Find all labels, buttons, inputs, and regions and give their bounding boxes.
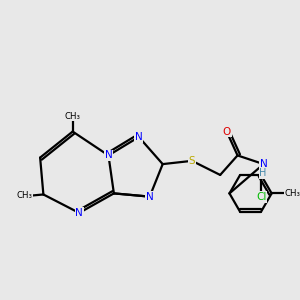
Text: S: S xyxy=(189,156,195,166)
Text: Cl: Cl xyxy=(256,192,266,202)
Text: N: N xyxy=(75,208,83,218)
Text: H: H xyxy=(259,169,267,178)
Text: N: N xyxy=(105,150,112,161)
Text: CH₃: CH₃ xyxy=(285,189,300,198)
Text: CH₃: CH₃ xyxy=(65,112,81,121)
Text: N: N xyxy=(260,159,267,169)
Text: N: N xyxy=(135,132,143,142)
Text: N: N xyxy=(146,192,154,202)
Text: O: O xyxy=(223,127,231,136)
Text: CH₃: CH₃ xyxy=(16,191,32,200)
